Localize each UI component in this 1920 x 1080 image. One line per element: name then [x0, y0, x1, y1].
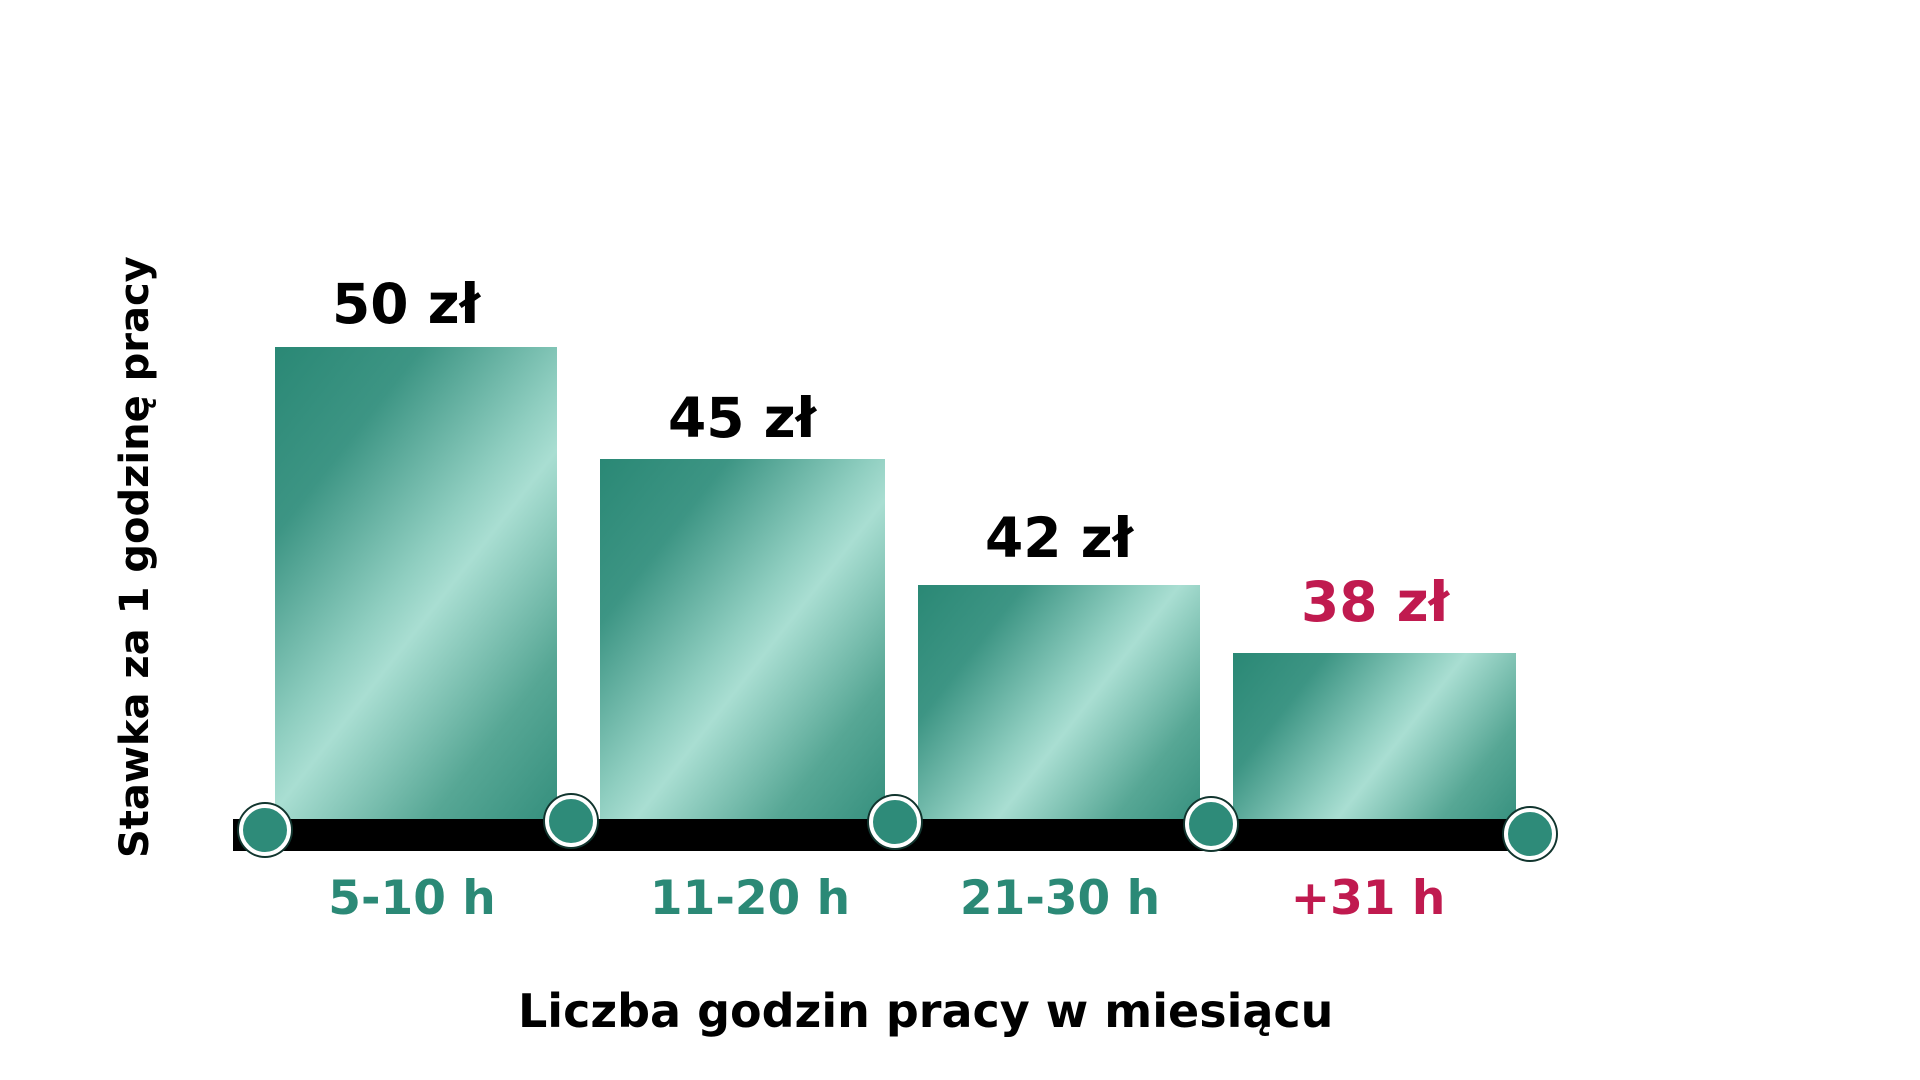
- x-axis-title: Liczba godzin pracy w miesiącu: [518, 984, 1334, 1038]
- category-label: 5-10 h: [328, 871, 496, 926]
- bar-5-10h: [275, 347, 557, 845]
- bar-value-label: 45 zł: [667, 386, 817, 450]
- axis-node-dot: [1504, 808, 1556, 860]
- category-label-highlighted: +31 h: [1290, 871, 1446, 926]
- bar-11-20h: [600, 459, 885, 845]
- axis-node-dot: [545, 795, 597, 847]
- axis-node-dot: [1185, 798, 1237, 850]
- bar-value-label: 50 zł: [331, 272, 481, 336]
- axis-node-dot: [239, 804, 291, 856]
- category-label: 11-20 h: [649, 871, 851, 926]
- y-axis-title: Stawka za 1 godzinę pracy: [112, 256, 158, 858]
- category-label: 21-30 h: [959, 871, 1161, 926]
- axis-node-dot: [869, 796, 921, 848]
- bar-value-label: 42 zł: [984, 506, 1134, 570]
- bar-31plus-h: [1233, 653, 1516, 845]
- bar-value-label-highlighted: 38 zł: [1300, 570, 1450, 634]
- bar-21-30h: [918, 585, 1200, 845]
